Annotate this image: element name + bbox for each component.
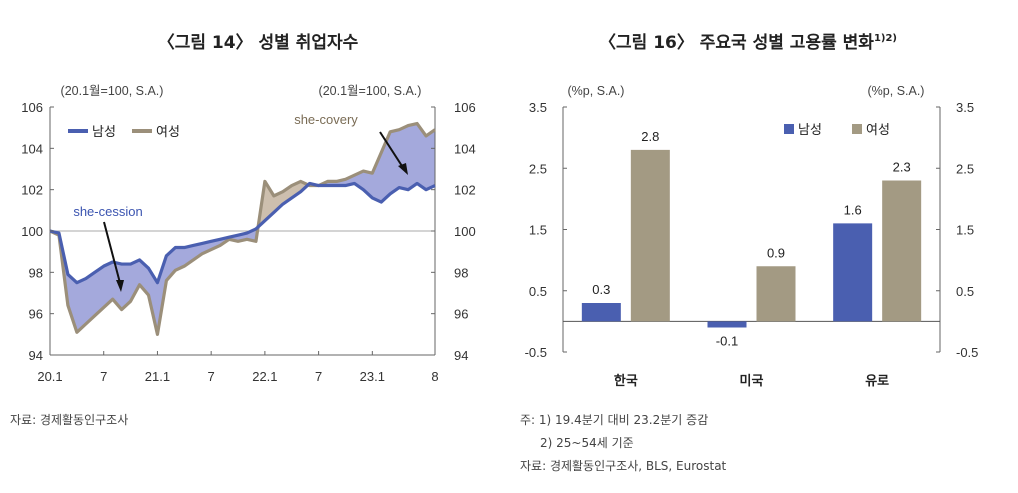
chart-16-category-labels: 한국 미국 유로	[614, 373, 889, 389]
bar-data-label: 0.3	[592, 282, 610, 297]
category-label: 미국	[740, 373, 764, 389]
legend-label-female: 여성	[866, 123, 890, 138]
chart-16-unit-left: (%p, S.A.)	[568, 84, 625, 98]
y-tick-label-left: 94	[29, 348, 43, 363]
annotation-she-cession: she-cession	[73, 204, 142, 219]
chart-16-title-footnote: 1)2)	[874, 33, 897, 44]
y-tick-label-right: 106	[454, 100, 476, 115]
bar-male	[581, 303, 621, 322]
y-tick-label-right: 0.5	[956, 284, 974, 299]
bar-female	[882, 180, 922, 322]
chart-14: 〈그림 14〉 성별 취업자수 (20.1월=100, S.A.) (20.1월…	[10, 32, 476, 427]
bar-female	[630, 149, 670, 322]
chart-16-source: 자료: 경제활동인구조사, BLS, Eurostat	[520, 459, 727, 473]
y-tick-label-left: 102	[21, 183, 43, 198]
chart-16-y-ticks: -0.5 -0.5 0.5 0.5 1.5 1.5 2.5 2.5 3.5 3.5	[525, 100, 979, 360]
annotation-covery-arrow	[379, 131, 403, 167]
bar-data-label: 2.3	[893, 160, 911, 175]
x-tick-label: 8	[431, 369, 438, 384]
y-tick-label-left: 1.5	[529, 223, 547, 238]
y-tick-label-left: -0.5	[525, 345, 547, 360]
series-line-female	[49, 121, 436, 336]
chart-14-y-ticks: 94 94 96 96 98 98 100 100 102 102 104 104 106 106	[21, 100, 475, 363]
legend-swatch-male	[784, 124, 794, 134]
chart-14-lines	[49, 121, 436, 336]
chart-14-title: 〈그림 14〉 성별 취업자수	[158, 32, 359, 53]
annotation-she-covery: she-covery	[294, 112, 358, 127]
legend-swatch-female	[852, 124, 862, 134]
chart-16-bars: 0.3 2.8 -0.1 0.9 1.6 2.3	[581, 129, 922, 349]
chart-16: 〈그림 16〉 주요국 성별 고용률 변화1)2) (%p, S.A.) (%p…	[520, 32, 978, 473]
y-tick-label-right: 1.5	[956, 223, 974, 238]
bar-male	[833, 223, 873, 322]
chart-14-x-ticks: 20.1 7 21.1 7 22.1 7 23.1 8	[37, 351, 439, 384]
y-tick-label-left: 3.5	[529, 100, 547, 115]
x-tick-label: 7	[208, 369, 215, 384]
bar-data-label: -0.1	[716, 334, 738, 349]
bar-female	[756, 266, 796, 322]
y-tick-label-left: 0.5	[529, 284, 547, 299]
annotation-covery-arrowhead	[398, 163, 408, 175]
y-tick-label-left: 100	[21, 224, 43, 239]
y-tick-label-right: 100	[454, 224, 476, 239]
x-tick-label: 22.1	[252, 369, 277, 384]
legend-label-male: 남성	[798, 123, 822, 138]
chart-16-note-2: 2) 25~54세 기준	[540, 436, 634, 450]
y-tick-label-right: 98	[454, 265, 468, 280]
legend-label-male: 남성	[92, 125, 116, 140]
chart-14-source: 자료: 경제활동인구조사	[10, 413, 128, 427]
chart-16-unit-right: (%p, S.A.)	[868, 84, 925, 98]
x-tick-label: 7	[100, 369, 107, 384]
bar-data-label: 1.6	[844, 202, 862, 217]
annotation-cession-arrow	[103, 221, 121, 284]
she-cession-gap-area	[308, 123, 435, 203]
chart-16-legend: 남성 여성	[784, 123, 890, 138]
y-tick-label-left: 2.5	[529, 161, 547, 176]
y-tick-label-left: 104	[21, 141, 43, 156]
x-tick-label: 23.1	[360, 369, 385, 384]
bar-data-label: 2.8	[641, 129, 659, 144]
category-label: 유로	[865, 374, 889, 389]
y-tick-label-left: 96	[29, 307, 43, 322]
x-tick-label: 20.1	[37, 369, 62, 384]
chart-14-unit-right: (20.1월=100, S.A.)	[319, 84, 422, 98]
legend-label-female: 여성	[156, 125, 180, 140]
y-tick-label-right: 102	[454, 183, 476, 198]
chart-14-legend: 남성 여성	[68, 125, 180, 140]
y-tick-label-right: 94	[454, 348, 468, 363]
y-tick-label-right: 96	[454, 307, 468, 322]
bar-data-label: 0.9	[767, 245, 785, 260]
chart-16-title: 〈그림 16〉 주요국 성별 고용률 변화1)2)	[599, 32, 897, 53]
bar-male	[707, 321, 747, 328]
y-tick-label-left: 98	[29, 265, 43, 280]
chart-14-unit-left: (20.1월=100, S.A.)	[61, 84, 164, 98]
annotation-cession-arrowhead	[116, 280, 124, 292]
y-tick-label-right: 104	[454, 141, 476, 156]
y-tick-label-right: 2.5	[956, 161, 974, 176]
x-tick-label: 21.1	[145, 369, 170, 384]
x-tick-label: 7	[315, 369, 322, 384]
y-tick-label-right: 3.5	[956, 100, 974, 115]
category-label: 한국	[614, 373, 638, 389]
y-tick-label-right: -0.5	[956, 345, 978, 360]
chart-16-note-1: 주: 1) 19.4분기 대비 23.2분기 증감	[520, 413, 708, 427]
y-tick-label-left: 106	[21, 100, 43, 115]
